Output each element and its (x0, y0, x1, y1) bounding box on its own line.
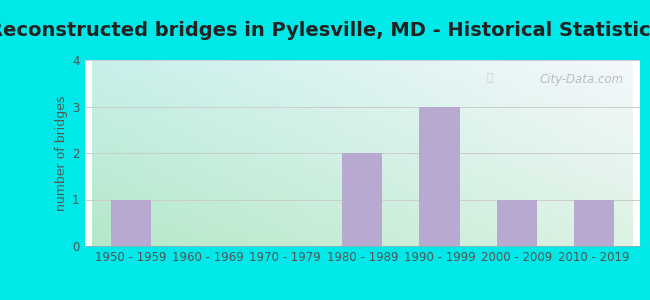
Bar (111, 200, 151, 246)
Text: 🔍: 🔍 (486, 73, 493, 83)
Bar (497, 200, 537, 246)
Bar (419, 106, 460, 246)
Y-axis label: number of bridges: number of bridges (55, 95, 68, 211)
Text: City-Data.com: City-Data.com (540, 73, 623, 86)
Bar (574, 200, 614, 246)
Text: Reconstructed bridges in Pylesville, MD - Historical Statistics: Reconstructed bridges in Pylesville, MD … (0, 21, 650, 40)
Bar (343, 153, 382, 246)
